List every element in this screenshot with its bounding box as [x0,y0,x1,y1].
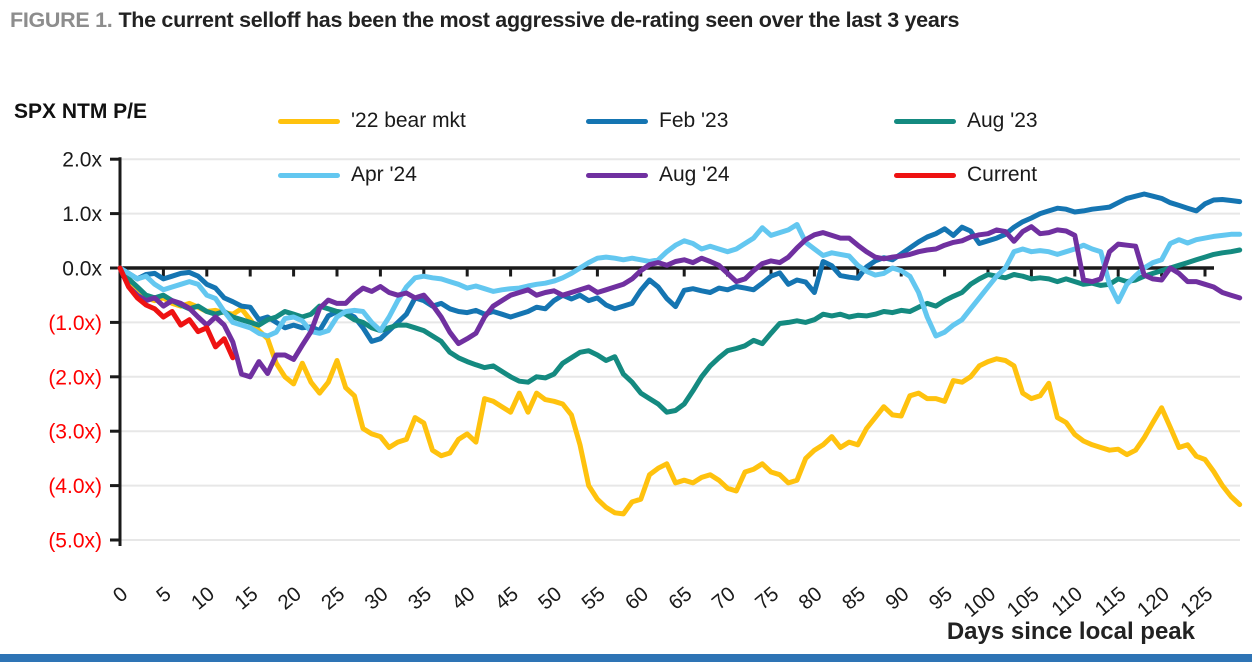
y-tick-label: 0.0x [62,258,102,281]
y-tick-label: (5.0x) [48,530,102,553]
x-tick-label: 50 [534,582,566,614]
legend-label: Aug '23 [967,109,1038,132]
x-tick-label: 120 [1133,582,1174,622]
y-tick-label: (3.0x) [48,421,102,444]
legend-swatch [278,172,340,178]
series-line [117,265,236,361]
x-tick-label: 100 [959,582,1000,622]
legend-swatch [894,172,956,178]
x-tick-label: 65 [664,582,696,614]
series-line [117,224,1243,380]
series-lines [117,191,1243,517]
figure-title: FIGURE 1. The current selloff has been th… [10,8,960,33]
legend-item: Apr '24 [278,157,586,193]
x-tick-label: 10 [187,582,219,614]
legend-swatch [894,118,956,124]
y-tick-label: 2.0x [62,149,102,172]
series-line [117,265,1243,517]
x-tick-label: 35 [404,582,436,614]
figure-title-text: The current selloff has been the most ag… [118,8,960,32]
x-tick-label: 40 [447,582,479,614]
legend-label: Current [967,163,1038,186]
x-tick-label: 90 [881,582,913,614]
legend-swatch [586,172,648,178]
x-tick-label: 20 [274,582,306,614]
x-tick-label: 70 [708,582,740,614]
x-tick-label: 55 [577,582,609,614]
legend-item: Aug '24 [586,157,894,193]
x-tick-label: 60 [621,582,653,614]
y-axis: 2.0x 1.0x 0.0x (1.0x) (2.0x) (3.0x) (4.0x) (5.0… [48,149,122,553]
legend-swatch [586,118,648,124]
legend-item: Aug '23 [894,103,1154,139]
series-line [117,247,1243,415]
footer-bar [0,654,1252,662]
x-tick-label: 110 [1047,582,1087,621]
x-tick-label: 125 [1176,582,1217,622]
legend: '22 bear mkt Feb '23 Aug '23 Apr '24 Aug '24… [278,103,1154,193]
x-tick-label: 45 [491,582,523,614]
legend-label: Feb '23 [659,109,729,132]
x-tick-label: 95 [925,582,957,614]
legend-label: Aug '24 [659,163,730,186]
legend-swatch [278,118,340,124]
y-tick-label: (2.0x) [48,366,102,389]
x-tick-label: 30 [360,582,392,614]
x-tick-label: 0 [109,582,133,607]
x-tick-label: 105 [1003,582,1044,622]
figure-label: FIGURE 1. [10,8,113,32]
y-tick-label: (4.0x) [48,475,102,498]
x-tick-label: 115 [1091,582,1131,621]
x-tick-label: 25 [317,582,349,614]
y-tick-label: 1.0x [62,203,102,226]
x-axis-title: Days since local peak [946,618,1195,645]
legend-item: '22 bear mkt [278,103,586,139]
legend-item: Feb '23 [586,103,894,139]
x-tick-label: 80 [794,582,826,614]
x-tick-label: 15 [230,582,262,614]
series-line [117,222,1243,339]
y-axis-title: SPX NTM P/E [14,100,148,123]
legend-label: '22 bear mkt [351,109,466,132]
x-tick-label: 5 [152,582,176,607]
y-tick-label: (1.0x) [48,312,102,335]
x-tick-label: 85 [838,582,870,614]
legend-item: Current [894,157,1154,193]
x-tick-label: 75 [751,582,783,614]
legend-label: Apr '24 [351,163,417,186]
